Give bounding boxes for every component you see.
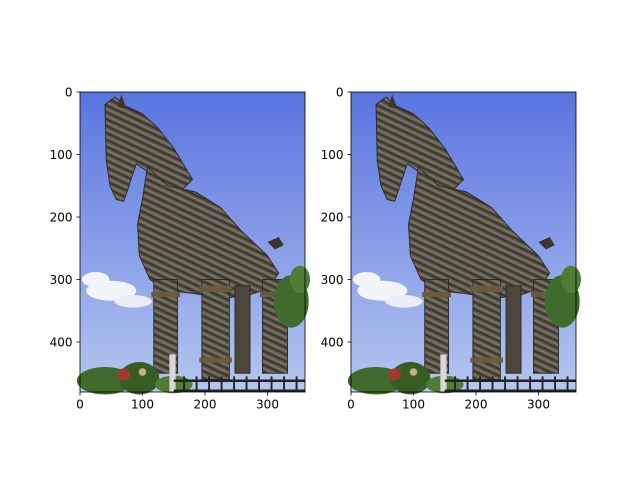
y-tick-label: 200 <box>50 211 73 225</box>
axes-right: 0 100 200 300 0 100 200 300 400 <box>321 86 582 412</box>
axes-frame <box>350 91 577 393</box>
trojan-horse-image <box>76 91 311 395</box>
x-tick-label: 200 <box>194 398 217 412</box>
y-tick-label: 100 <box>321 148 344 162</box>
x-tick-label: 100 <box>131 398 154 412</box>
x-tick-label: 0 <box>76 398 84 412</box>
y-tick-label: 400 <box>321 336 344 350</box>
x-tick-label: 300 <box>527 398 550 412</box>
axes-frame <box>79 91 306 393</box>
x-tick-label: 300 <box>256 398 279 412</box>
y-tick-label: 400 <box>50 336 73 350</box>
x-tick-label: 0 <box>347 398 355 412</box>
y-tick-label: 0 <box>65 86 73 100</box>
y-tick-label: 0 <box>336 86 344 100</box>
y-tick-label: 100 <box>50 148 73 162</box>
x-tick-label: 100 <box>402 398 425 412</box>
axes-left: 0 100 200 300 0 100 200 300 400 <box>50 86 311 412</box>
x-tick-label: 200 <box>465 398 488 412</box>
y-tick-label: 200 <box>321 211 344 225</box>
y-tick-label: 300 <box>321 273 344 287</box>
y-tick-label: 300 <box>50 273 73 287</box>
trojan-horse-image <box>347 91 582 395</box>
